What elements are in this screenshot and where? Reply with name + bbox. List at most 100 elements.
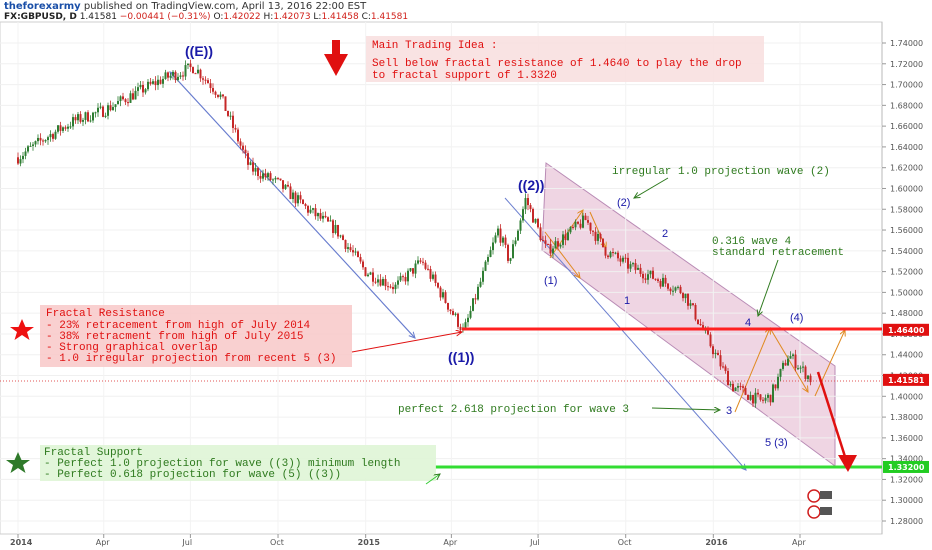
candle-body bbox=[724, 366, 727, 371]
candle-body bbox=[154, 81, 157, 86]
candle-body bbox=[807, 375, 809, 379]
candle-body bbox=[299, 195, 302, 200]
candle-body bbox=[409, 268, 412, 271]
candle-body bbox=[639, 267, 642, 274]
candle-body bbox=[169, 75, 172, 78]
candle-body bbox=[709, 334, 712, 347]
candle-body bbox=[609, 252, 612, 258]
wave-label-4-minor: (4) bbox=[790, 312, 803, 324]
y-tick-label: 1.40000 bbox=[890, 392, 923, 401]
candle-body bbox=[522, 209, 524, 221]
wave-label-e: ((E)) bbox=[185, 43, 213, 59]
candle-body bbox=[387, 286, 389, 288]
candle-body bbox=[794, 354, 797, 369]
candle-body bbox=[434, 274, 437, 283]
candle-body bbox=[119, 96, 122, 102]
candle-body bbox=[804, 366, 807, 379]
candle-body bbox=[327, 217, 329, 222]
candle-body bbox=[614, 252, 617, 254]
note-wave3: perfect 2.618 projection for wave 3 bbox=[398, 404, 629, 416]
candle-body bbox=[282, 180, 284, 189]
candle-body bbox=[689, 303, 692, 306]
candle-body bbox=[494, 235, 497, 243]
candle-body bbox=[682, 293, 684, 299]
candle-body bbox=[617, 252, 619, 259]
x-tick-label: 2016 bbox=[705, 538, 728, 547]
candle-body bbox=[127, 102, 129, 104]
candle-body bbox=[59, 125, 62, 131]
candle-body bbox=[507, 244, 509, 261]
candle-body bbox=[567, 232, 569, 241]
resistance-item: - Strong graphical overlap bbox=[46, 342, 218, 354]
candle-body bbox=[269, 173, 272, 180]
candle-body bbox=[152, 81, 154, 84]
y-tick-label: 1.56000 bbox=[890, 226, 923, 235]
candle-body bbox=[752, 395, 754, 404]
candle-body bbox=[374, 281, 377, 283]
author-name[interactable]: theforexarmy bbox=[4, 1, 81, 12]
y-tick-label: 1.74000 bbox=[890, 39, 923, 48]
candle-body bbox=[472, 298, 474, 311]
event-icon-2[interactable] bbox=[807, 505, 821, 519]
event-icons[interactable] bbox=[807, 489, 832, 519]
candle-body bbox=[677, 286, 679, 288]
wave-label-2-major: ((2)) bbox=[518, 177, 544, 193]
candle-body bbox=[72, 117, 74, 127]
candle-body bbox=[92, 112, 94, 121]
candle-body bbox=[384, 278, 387, 287]
candle-body bbox=[272, 179, 274, 181]
candle-body bbox=[537, 218, 539, 228]
wave-arrow-4 bbox=[734, 328, 770, 413]
candle-body bbox=[577, 221, 579, 224]
candle-body bbox=[527, 198, 529, 206]
candle-body bbox=[114, 104, 117, 108]
candle-body bbox=[772, 384, 774, 403]
wave-label-1-major: ((1)) bbox=[448, 349, 474, 365]
candle-body bbox=[107, 105, 109, 116]
candle-body bbox=[524, 198, 527, 210]
projection-arrow-e2 bbox=[169, 71, 415, 338]
note-projection-wave2: irregular 1.0 projection wave (2) bbox=[612, 166, 830, 178]
candle-body bbox=[764, 397, 767, 401]
candle-body bbox=[347, 247, 349, 249]
y-tick-label: 1.70000 bbox=[890, 81, 923, 90]
candle-body bbox=[244, 149, 247, 154]
y-tick-label: 1.28000 bbox=[890, 517, 923, 526]
candle-body bbox=[177, 76, 179, 81]
candle-body bbox=[259, 176, 262, 179]
event-icon-1[interactable] bbox=[807, 489, 821, 503]
candle-body bbox=[42, 140, 44, 142]
candle-body bbox=[647, 274, 649, 280]
candle-body bbox=[194, 73, 197, 75]
candle-body bbox=[504, 237, 507, 245]
candle-body bbox=[622, 257, 624, 262]
y-tick-label: 1.50000 bbox=[890, 288, 923, 297]
candle-body bbox=[34, 141, 37, 145]
support-items: - Perfect 1.0 projection for wave ((3)) … bbox=[44, 458, 400, 481]
candle-body bbox=[502, 237, 504, 243]
candle-body bbox=[257, 168, 259, 177]
candle-body bbox=[699, 324, 702, 326]
resistance-item: - 23% retracement from high of July 2014 bbox=[46, 320, 310, 332]
candle-body bbox=[637, 267, 639, 270]
candle-body bbox=[592, 230, 594, 232]
x-tick-label: Oct bbox=[618, 538, 632, 547]
projected-drop-arrow bbox=[816, 371, 850, 467]
candle-body bbox=[144, 89, 147, 93]
candle-body bbox=[139, 84, 142, 88]
candle-body bbox=[354, 251, 357, 253]
candle-body bbox=[727, 370, 729, 386]
candle-body bbox=[307, 206, 309, 213]
wave-arrow-6 bbox=[814, 330, 845, 397]
candle-body bbox=[112, 107, 114, 111]
candle-body bbox=[212, 88, 214, 92]
candle-body bbox=[759, 394, 762, 400]
candle-body bbox=[179, 75, 182, 77]
y-tick-label: 1.68000 bbox=[890, 101, 923, 110]
candle-body bbox=[382, 278, 384, 286]
symbol-label[interactable]: FX:GBPUSD, D bbox=[4, 12, 77, 22]
resistance-title: Fractal Resistance bbox=[46, 308, 165, 320]
resistance-pointer bbox=[351, 332, 462, 353]
x-tick-label: Apr bbox=[96, 538, 111, 547]
